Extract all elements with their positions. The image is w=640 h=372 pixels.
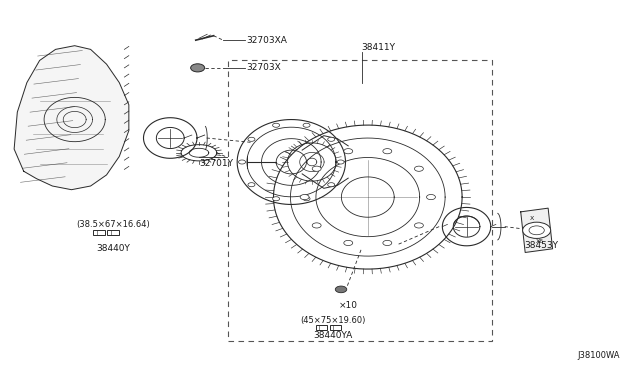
Circle shape [523, 222, 550, 238]
Text: ×10: ×10 [339, 301, 358, 311]
Text: 38411Y: 38411Y [362, 43, 396, 52]
Text: 38440YA: 38440YA [313, 331, 353, 340]
Circle shape [248, 137, 255, 141]
Circle shape [300, 195, 309, 200]
Circle shape [415, 223, 424, 228]
Bar [107, 230, 118, 235]
Bar [93, 230, 104, 235]
Bar [316, 325, 327, 330]
Circle shape [239, 160, 246, 164]
Text: 32703XA: 32703XA [246, 36, 287, 45]
Polygon shape [14, 46, 129, 190]
Circle shape [529, 226, 544, 235]
Circle shape [383, 149, 392, 154]
Circle shape [344, 149, 353, 154]
Text: 38453Y: 38453Y [524, 241, 558, 250]
Circle shape [312, 223, 321, 228]
Circle shape [415, 166, 424, 171]
Bar [330, 325, 341, 330]
Text: J38100WA: J38100WA [577, 351, 620, 360]
Circle shape [303, 123, 310, 127]
Text: (38.5×67×16.64): (38.5×67×16.64) [76, 220, 150, 229]
Polygon shape [521, 208, 552, 253]
Circle shape [273, 197, 280, 201]
Circle shape [344, 240, 353, 246]
Circle shape [312, 166, 321, 171]
Circle shape [303, 197, 310, 201]
Circle shape [248, 183, 255, 187]
Circle shape [335, 286, 347, 293]
Text: (45×75×19.60): (45×75×19.60) [300, 316, 365, 325]
Circle shape [328, 183, 335, 187]
Circle shape [273, 123, 280, 127]
Bar [228, 61, 492, 341]
Circle shape [383, 240, 392, 246]
Circle shape [426, 195, 435, 200]
Text: X: X [530, 216, 534, 221]
Text: 38440Y: 38440Y [96, 244, 130, 253]
Circle shape [191, 64, 205, 72]
Circle shape [337, 160, 344, 164]
Circle shape [328, 137, 335, 141]
Text: X6: X6 [536, 239, 544, 244]
Text: 32703X: 32703X [246, 63, 282, 72]
Text: 32701Y: 32701Y [199, 158, 233, 168]
